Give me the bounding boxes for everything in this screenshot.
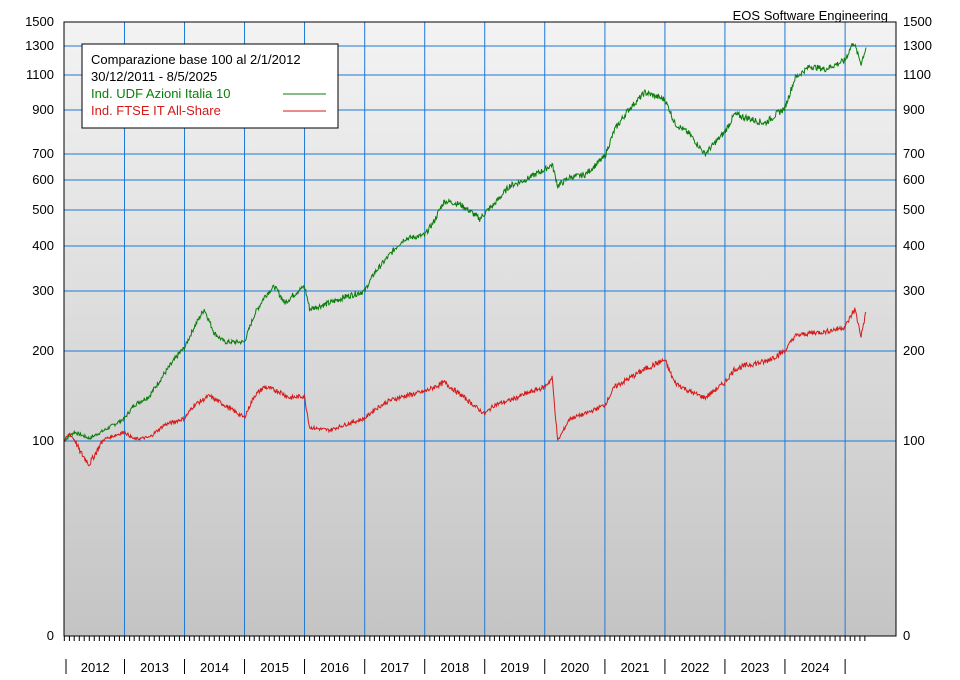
- y-tick-label-left: 1300: [25, 38, 54, 53]
- x-tick-label: 2014: [200, 660, 229, 675]
- x-tick-label: 2015: [260, 660, 289, 675]
- left-axis: 0 100 200 300 400 500 600 700 900 1100 1300 1500: [25, 14, 54, 643]
- x-tick-label: 2022: [680, 660, 709, 675]
- y-tick-label-left: 1100: [26, 67, 54, 82]
- x-tick-label: 2020: [560, 660, 589, 675]
- x-tick-label: 2016: [320, 660, 349, 675]
- y-tick-label-right: 200: [903, 343, 925, 358]
- x-axis: 2012 2013 2014 2015 2016 2017 2018 2019 2020 2021…: [63, 636, 866, 675]
- y-tick-label-left: 0: [47, 628, 54, 643]
- y-tick-label-left: 1500: [25, 14, 54, 29]
- x-tick-label: 2021: [620, 660, 649, 675]
- legend-box: [81, 43, 339, 129]
- y-tick-label-left: 900: [32, 102, 54, 117]
- y-tick-label-right: 600: [903, 172, 925, 187]
- y-tick-label-right: 900: [903, 102, 925, 117]
- x-tick-label: 2019: [500, 660, 529, 675]
- series-line-0: [63, 42, 867, 443]
- series-layer: [63, 42, 867, 467]
- plot-frame: [63, 21, 897, 637]
- y-tick-label-right: 0: [903, 628, 910, 643]
- y-tick-label-right: 100: [903, 433, 925, 448]
- series-line-1: [63, 307, 867, 467]
- y-tick-label-left: 500: [32, 202, 54, 217]
- y-tick-label-right: 1500: [903, 14, 932, 29]
- x-tick-label: 2013: [140, 660, 169, 675]
- x-tick-label: 2023: [740, 660, 769, 675]
- right-axis: 0 100 200 300 400 500 600 700 900 1100 1300 1500: [903, 14, 932, 643]
- credit-text: EOS Software Engineering: [732, 8, 888, 23]
- y-tick-label-right: 300: [903, 283, 925, 298]
- legend: Comparazione base 100 al 2/1/2012 30/12/2…: [81, 43, 339, 129]
- x-tick-label: 2012: [81, 660, 110, 675]
- x-tick-label: 2024: [801, 660, 830, 675]
- legend-range: 30/12/2011 - 8/5/2025: [91, 69, 217, 84]
- y-tick-label-left: 300: [32, 283, 54, 298]
- legend-entry-0: Ind. UDF Azioni Italia 10: [91, 86, 230, 101]
- y-tick-label-left: 600: [32, 172, 54, 187]
- legend-entry-1: Ind. FTSE IT All-Share: [91, 103, 221, 118]
- y-tick-label-right: 1300: [903, 38, 932, 53]
- y-tick-label-left: 400: [32, 238, 54, 253]
- x-tick-label: 2017: [380, 660, 409, 675]
- y-tick-label-right: 700: [903, 146, 925, 161]
- y-tick-label-left: 200: [32, 343, 54, 358]
- y-tick-label-right: 1100: [903, 67, 931, 82]
- y-tick-label-left: 700: [32, 146, 54, 161]
- legend-title: Comparazione base 100 al 2/1/2012: [91, 52, 301, 67]
- y-tick-label-right: 400: [903, 238, 925, 253]
- y-tick-label-left: 100: [32, 433, 54, 448]
- x-tick-label: 2018: [440, 660, 469, 675]
- y-tick-label-right: 500: [903, 202, 925, 217]
